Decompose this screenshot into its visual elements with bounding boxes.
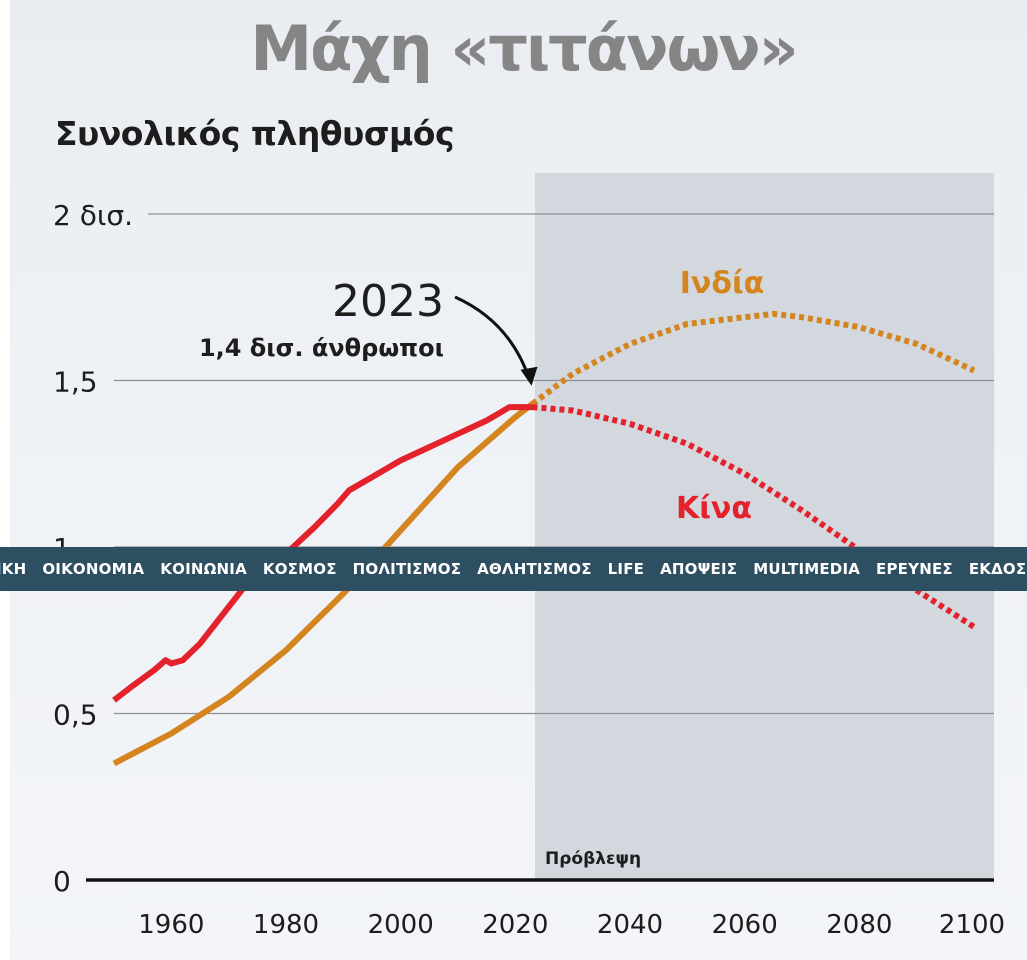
series-line-projection-india [530,310,976,407]
x-tick-label: 1980 [253,910,319,940]
annotations: 2023 1,4 δισ. άνθρωποι [199,276,538,386]
nav-item-2[interactable]: ΚΟΙΝΩΝΙΑ [160,560,247,578]
x-tick-label: 2100 [939,910,1005,940]
forecast-band [535,173,994,880]
chart-subtitle: Συνολικός πληθυσμός [55,114,455,153]
y-tick-label: 0 [53,865,71,898]
left-margin-strip [0,0,10,960]
series-line-historical-india [112,401,535,767]
nav-item-9[interactable]: ΕΡΕΥΝΕΣ [876,560,953,578]
x-tick-label: 2020 [482,910,548,940]
series-label: Κίνα [676,491,752,526]
nav-item-10[interactable]: ΕΚΔΟΣΕΙΣ [968,560,1027,578]
site-navigation-bar: ΙΚΗ ΟΙΚΟΝΟΜΙΑ ΚΟΙΝΩΝΙΑ ΚΟΣΜΟΣ ΠΟΛΙΤΙΣΜΟΣ ΑΘΛΗ… [0,547,1027,591]
nav-item-6[interactable]: LIFE [607,560,645,578]
nav-item-7[interactable]: ΑΠΟΨΕΙΣ [660,560,738,578]
nav-item-5[interactable]: ΑΘΛΗΤΙΣΜΟΣ [477,560,592,578]
nav-item-8[interactable]: MULTIMEDIA [753,560,861,578]
series-line-historical-china [112,404,533,703]
y-tick-label: 1,5 [53,366,98,399]
x-tick-label: 2000 [368,910,434,940]
annotation-arrow [454,295,531,381]
chart-title: Μάχη «τιτάνων» [250,12,798,85]
x-tick-labels: 1960 1980 2000 2020 2040 2060 2080 2100 Πρόβλεψη [138,849,1005,940]
y-tick-label: 2 δισ. [53,199,133,232]
series-labels: Κίνα Ινδία [676,266,764,526]
x-tick-label: 2080 [826,910,892,940]
nav-item-1[interactable]: ΟΙΚΟΝΟΜΙΑ [42,560,145,578]
annotation-text: 1,4 δισ. άνθρωποι [199,334,444,362]
nav-track: ΙΚΗ ΟΙΚΟΝΟΜΙΑ ΚΟΙΝΩΝΙΑ ΚΟΣΜΟΣ ΠΟΛΙΤΙΣΜΟΣ ΑΘΛΗ… [0,547,1027,591]
gridlines [86,213,994,882]
nav-item-0[interactable]: ΙΚΗ [0,560,27,578]
forecast-label: Πρόβλεψη [545,849,641,869]
x-tick-label: 1960 [138,910,204,940]
x-tick-label: 2060 [712,910,778,940]
nav-item-3[interactable]: ΚΟΣΜΟΣ [262,560,337,578]
annotation-year: 2023 [332,276,444,327]
x-tick-label: 2040 [597,910,663,940]
nav-item-4[interactable]: ΠΟΛΙΤΙΣΜΟΣ [352,560,462,578]
annotation-arrowhead [520,366,538,386]
y-tick-label: 0,5 [53,699,98,732]
series-label: Ινδία [680,266,765,301]
